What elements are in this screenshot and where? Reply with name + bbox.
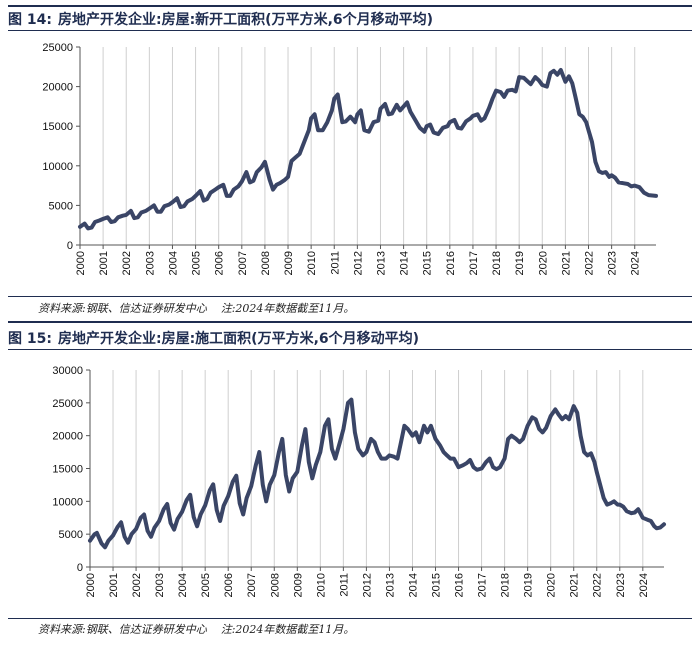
y-tick-label: 5000 xyxy=(49,200,73,212)
figure-14-number: 图 14: xyxy=(8,12,52,28)
x-tick-label: 2017 xyxy=(477,573,489,597)
y-tick-label: 20000 xyxy=(52,431,83,443)
series-line xyxy=(78,68,658,231)
x-tick-label: 2024 xyxy=(638,573,650,597)
figure-14-bottom-rule xyxy=(8,296,692,297)
chart-construction-area: 2000 2001 2002 2003 2004 2005 2006 2007 2008 2009… xyxy=(52,365,666,597)
x-tick-label: 2012 xyxy=(361,573,373,597)
x-tick-label: 2009 xyxy=(283,251,295,275)
x-tick-label: 2015 xyxy=(431,573,443,597)
figure-15-top-rule xyxy=(8,321,692,323)
x-tick-label: 2003 xyxy=(144,251,156,275)
figure-14-note: 注:2024年数据截至11月。 xyxy=(220,302,355,315)
chart-new-construction-area: 2000 2001 2002 2003 2004 2005 2006 2007 2008 2009… xyxy=(42,42,658,275)
y-tick-label: 30000 xyxy=(52,365,83,377)
figure-14-top-rule xyxy=(8,5,692,7)
x-tick-label: 2003 xyxy=(154,573,166,597)
x-tick-label: 2002 xyxy=(121,251,133,275)
figure-15-source: 资料来源:钢联、信达证券研发中心 xyxy=(38,623,207,636)
y-tick-label: 5000 xyxy=(59,529,83,541)
x-tick-label: 2019 xyxy=(514,251,526,275)
series-line xyxy=(88,397,666,550)
x-tick-label: 2010 xyxy=(315,573,327,597)
x-tick-label: 2024 xyxy=(630,251,642,275)
figure-15-title-rule xyxy=(8,349,692,350)
x-tick-label: 2022 xyxy=(592,573,604,597)
x-tick-label: 2013 xyxy=(384,573,396,597)
x-tick-label: 2005 xyxy=(191,251,203,275)
x-tick-label: 2020 xyxy=(537,251,549,275)
x-tick-label: 2000 xyxy=(85,573,97,597)
y-tick-label: 20000 xyxy=(42,82,73,94)
figure-14-title: 图 14: 房地产开发企业:房屋:新开工面积(万平方米,6个月移动平均) xyxy=(8,9,433,29)
x-tick-label: 2016 xyxy=(445,251,457,275)
y-tick-label: 0 xyxy=(77,562,83,574)
x-tick-label: 2001 xyxy=(98,251,110,275)
figure-14-title-text: 房地产开发企业:房屋:新开工面积(万平方米,6个月移动平均) xyxy=(57,12,434,28)
x-tick-label: 2004 xyxy=(177,573,189,597)
x-tick-label: 2009 xyxy=(292,573,304,597)
x-tick-label: 2021 xyxy=(569,573,581,597)
x-tick-label: 2008 xyxy=(260,251,272,275)
figure-15-title-text: 房地产开发企业:房屋:施工面积(万平方米,6个月移动平均) xyxy=(57,331,420,347)
x-tick-label: 2018 xyxy=(500,573,512,597)
x-tick-label: 2023 xyxy=(615,573,627,597)
x-tick-label: 2011 xyxy=(329,251,341,275)
x-tick-label: 2016 xyxy=(454,573,466,597)
x-tick-label: 2023 xyxy=(607,251,619,275)
y-tick-label: 25000 xyxy=(42,42,73,54)
x-tick-label: 2004 xyxy=(167,251,179,275)
figure-15-note: 注:2024年数据截至11月。 xyxy=(220,623,355,636)
x-tick-label: 2005 xyxy=(200,573,212,597)
y-tick-label: 25000 xyxy=(52,398,83,410)
x-tick-label: 2012 xyxy=(352,251,364,275)
x-tick-label: 2002 xyxy=(131,573,143,597)
x-tick-label: 2010 xyxy=(306,251,318,275)
x-tick-label: 2006 xyxy=(214,251,226,275)
x-tick-label: 2006 xyxy=(223,573,235,597)
x-tick-label: 2018 xyxy=(491,251,503,275)
figure-15-title: 图 15: 房地产开发企业:房屋:施工面积(万平方米,6个月移动平均) xyxy=(8,328,419,348)
x-tick-label: 2019 xyxy=(523,573,535,597)
y-tick-label: 15000 xyxy=(42,121,73,133)
x-tick-label: 2007 xyxy=(237,251,249,275)
y-tick-label: 10000 xyxy=(52,496,83,508)
x-tick-label: 2008 xyxy=(269,573,281,597)
figure-15-bottom-rule xyxy=(8,618,692,619)
figure-14-source-line: 资料来源:钢联、信达证券研发中心 注:2024年数据截至11月。 xyxy=(38,300,354,316)
x-tick-label: 2001 xyxy=(108,573,120,597)
x-tick-label: 2011 xyxy=(338,573,350,597)
x-tick-label: 2020 xyxy=(546,573,558,597)
y-tick-label: 0 xyxy=(67,240,73,252)
figure-14-title-rule xyxy=(8,30,692,31)
x-tick-label: 2021 xyxy=(560,251,572,275)
figure-15-source-line: 资料来源:钢联、信达证券研发中心 注:2024年数据截至11月。 xyxy=(38,621,354,637)
y-tick-label: 15000 xyxy=(52,464,83,476)
x-tick-label: 2017 xyxy=(468,251,480,275)
figure-14-source: 资料来源:钢联、信达证券研发中心 xyxy=(38,302,207,315)
x-tick-label: 2022 xyxy=(584,251,596,275)
x-tick-label: 2007 xyxy=(246,573,258,597)
x-tick-label: 2014 xyxy=(399,251,411,275)
y-tick-label: 10000 xyxy=(42,161,73,173)
x-tick-label: 2000 xyxy=(75,251,87,275)
figure-15-number: 图 15: xyxy=(8,331,52,347)
x-tick-label: 2014 xyxy=(407,573,419,597)
x-tick-label: 2013 xyxy=(375,251,387,275)
x-tick-label: 2015 xyxy=(422,251,434,275)
